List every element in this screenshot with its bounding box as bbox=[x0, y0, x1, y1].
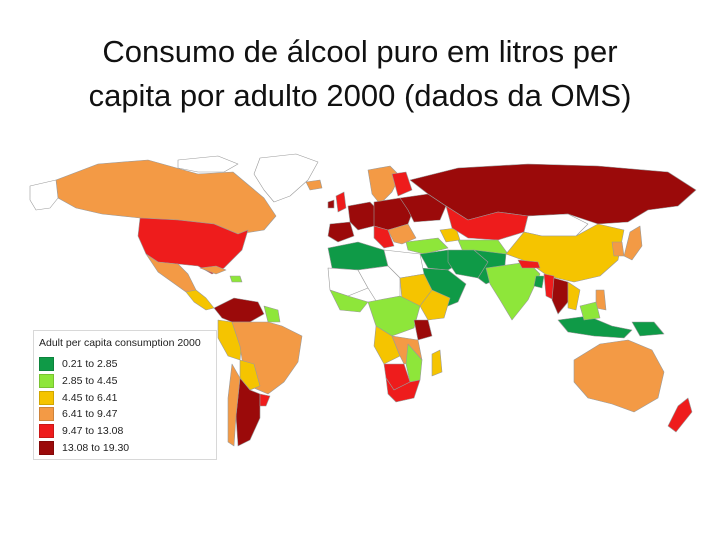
japan bbox=[623, 225, 643, 261]
guianas bbox=[263, 305, 281, 323]
greenland bbox=[253, 153, 319, 203]
madagascar bbox=[431, 349, 443, 377]
ireland bbox=[327, 199, 335, 209]
australia bbox=[573, 339, 665, 413]
borneo bbox=[579, 301, 601, 321]
malaysia-indonesia bbox=[557, 315, 633, 339]
thailand-laos bbox=[551, 277, 569, 315]
iberia bbox=[327, 221, 355, 243]
legend-label: 13.08 to 19.30 bbox=[62, 442, 130, 454]
india bbox=[485, 261, 541, 321]
new-guinea bbox=[631, 321, 665, 337]
legend-label: 0.21 to 2.85 bbox=[62, 358, 118, 370]
new-zealand bbox=[667, 397, 693, 433]
iceland bbox=[305, 179, 323, 191]
vietnam bbox=[567, 281, 581, 311]
title-line-2: capita por adulto 2000 (dados da OMS) bbox=[88, 78, 632, 113]
legend-label: 4.45 to 6.41 bbox=[62, 391, 118, 404]
legend-swatch bbox=[39, 390, 54, 405]
caribbean-east bbox=[229, 275, 243, 283]
bangladesh bbox=[533, 275, 545, 289]
legend-item: 9.47 to 13.08 bbox=[39, 424, 124, 439]
west-africa bbox=[329, 289, 369, 313]
legend-label: 6.41 to 9.47 bbox=[62, 408, 118, 421]
canada bbox=[55, 159, 277, 235]
slide-title: Consumo de álcool puro em litros per cap… bbox=[0, 30, 720, 118]
south-africa bbox=[385, 377, 421, 403]
congo-angola bbox=[373, 325, 401, 365]
legend-swatch bbox=[39, 373, 54, 388]
alaska bbox=[29, 179, 59, 211]
legend-item: 4.45 to 6.41 bbox=[39, 390, 118, 405]
bolivia-paraguay bbox=[239, 359, 261, 391]
legend-swatch bbox=[39, 441, 54, 455]
world-map bbox=[29, 153, 697, 447]
caribbean bbox=[199, 265, 227, 275]
venezuela-colombia bbox=[213, 297, 265, 323]
italy-balkans bbox=[373, 225, 395, 249]
maghreb bbox=[327, 241, 389, 271]
legend-item: 2.85 to 4.45 bbox=[39, 373, 118, 388]
sahel-west bbox=[327, 267, 369, 297]
title-line-1: Consumo de álcool puro em litros per bbox=[102, 34, 618, 69]
legend-swatch bbox=[39, 424, 54, 439]
balkans bbox=[387, 223, 417, 245]
legend-item: 0.21 to 2.85 bbox=[39, 357, 117, 371]
argentina bbox=[235, 377, 261, 447]
uganda-kenya bbox=[413, 319, 433, 341]
legend-label: 2.85 to 4.45 bbox=[62, 374, 118, 387]
uruguay bbox=[259, 393, 271, 407]
ethiopia-horn bbox=[419, 289, 451, 321]
arctic-islands bbox=[177, 155, 239, 173]
central-america bbox=[185, 289, 215, 311]
uk bbox=[335, 191, 347, 213]
legend-swatch bbox=[39, 407, 54, 422]
korea bbox=[611, 241, 625, 257]
legend-swatch bbox=[39, 357, 54, 371]
norway-sweden bbox=[367, 165, 401, 205]
finland bbox=[391, 171, 413, 197]
chile bbox=[227, 363, 241, 447]
legend-title: Adult per capita consumption 2000 bbox=[39, 337, 201, 349]
legend-item: 13.08 to 19.30 bbox=[39, 441, 129, 455]
legend-item: 6.41 to 9.47 bbox=[39, 407, 118, 422]
nepal-bhutan bbox=[517, 259, 541, 269]
map-legend: Adult per capita consumption 2000 0.21 t… bbox=[33, 330, 217, 460]
turkey bbox=[405, 237, 449, 255]
legend-label: 9.47 to 13.08 bbox=[62, 425, 124, 438]
